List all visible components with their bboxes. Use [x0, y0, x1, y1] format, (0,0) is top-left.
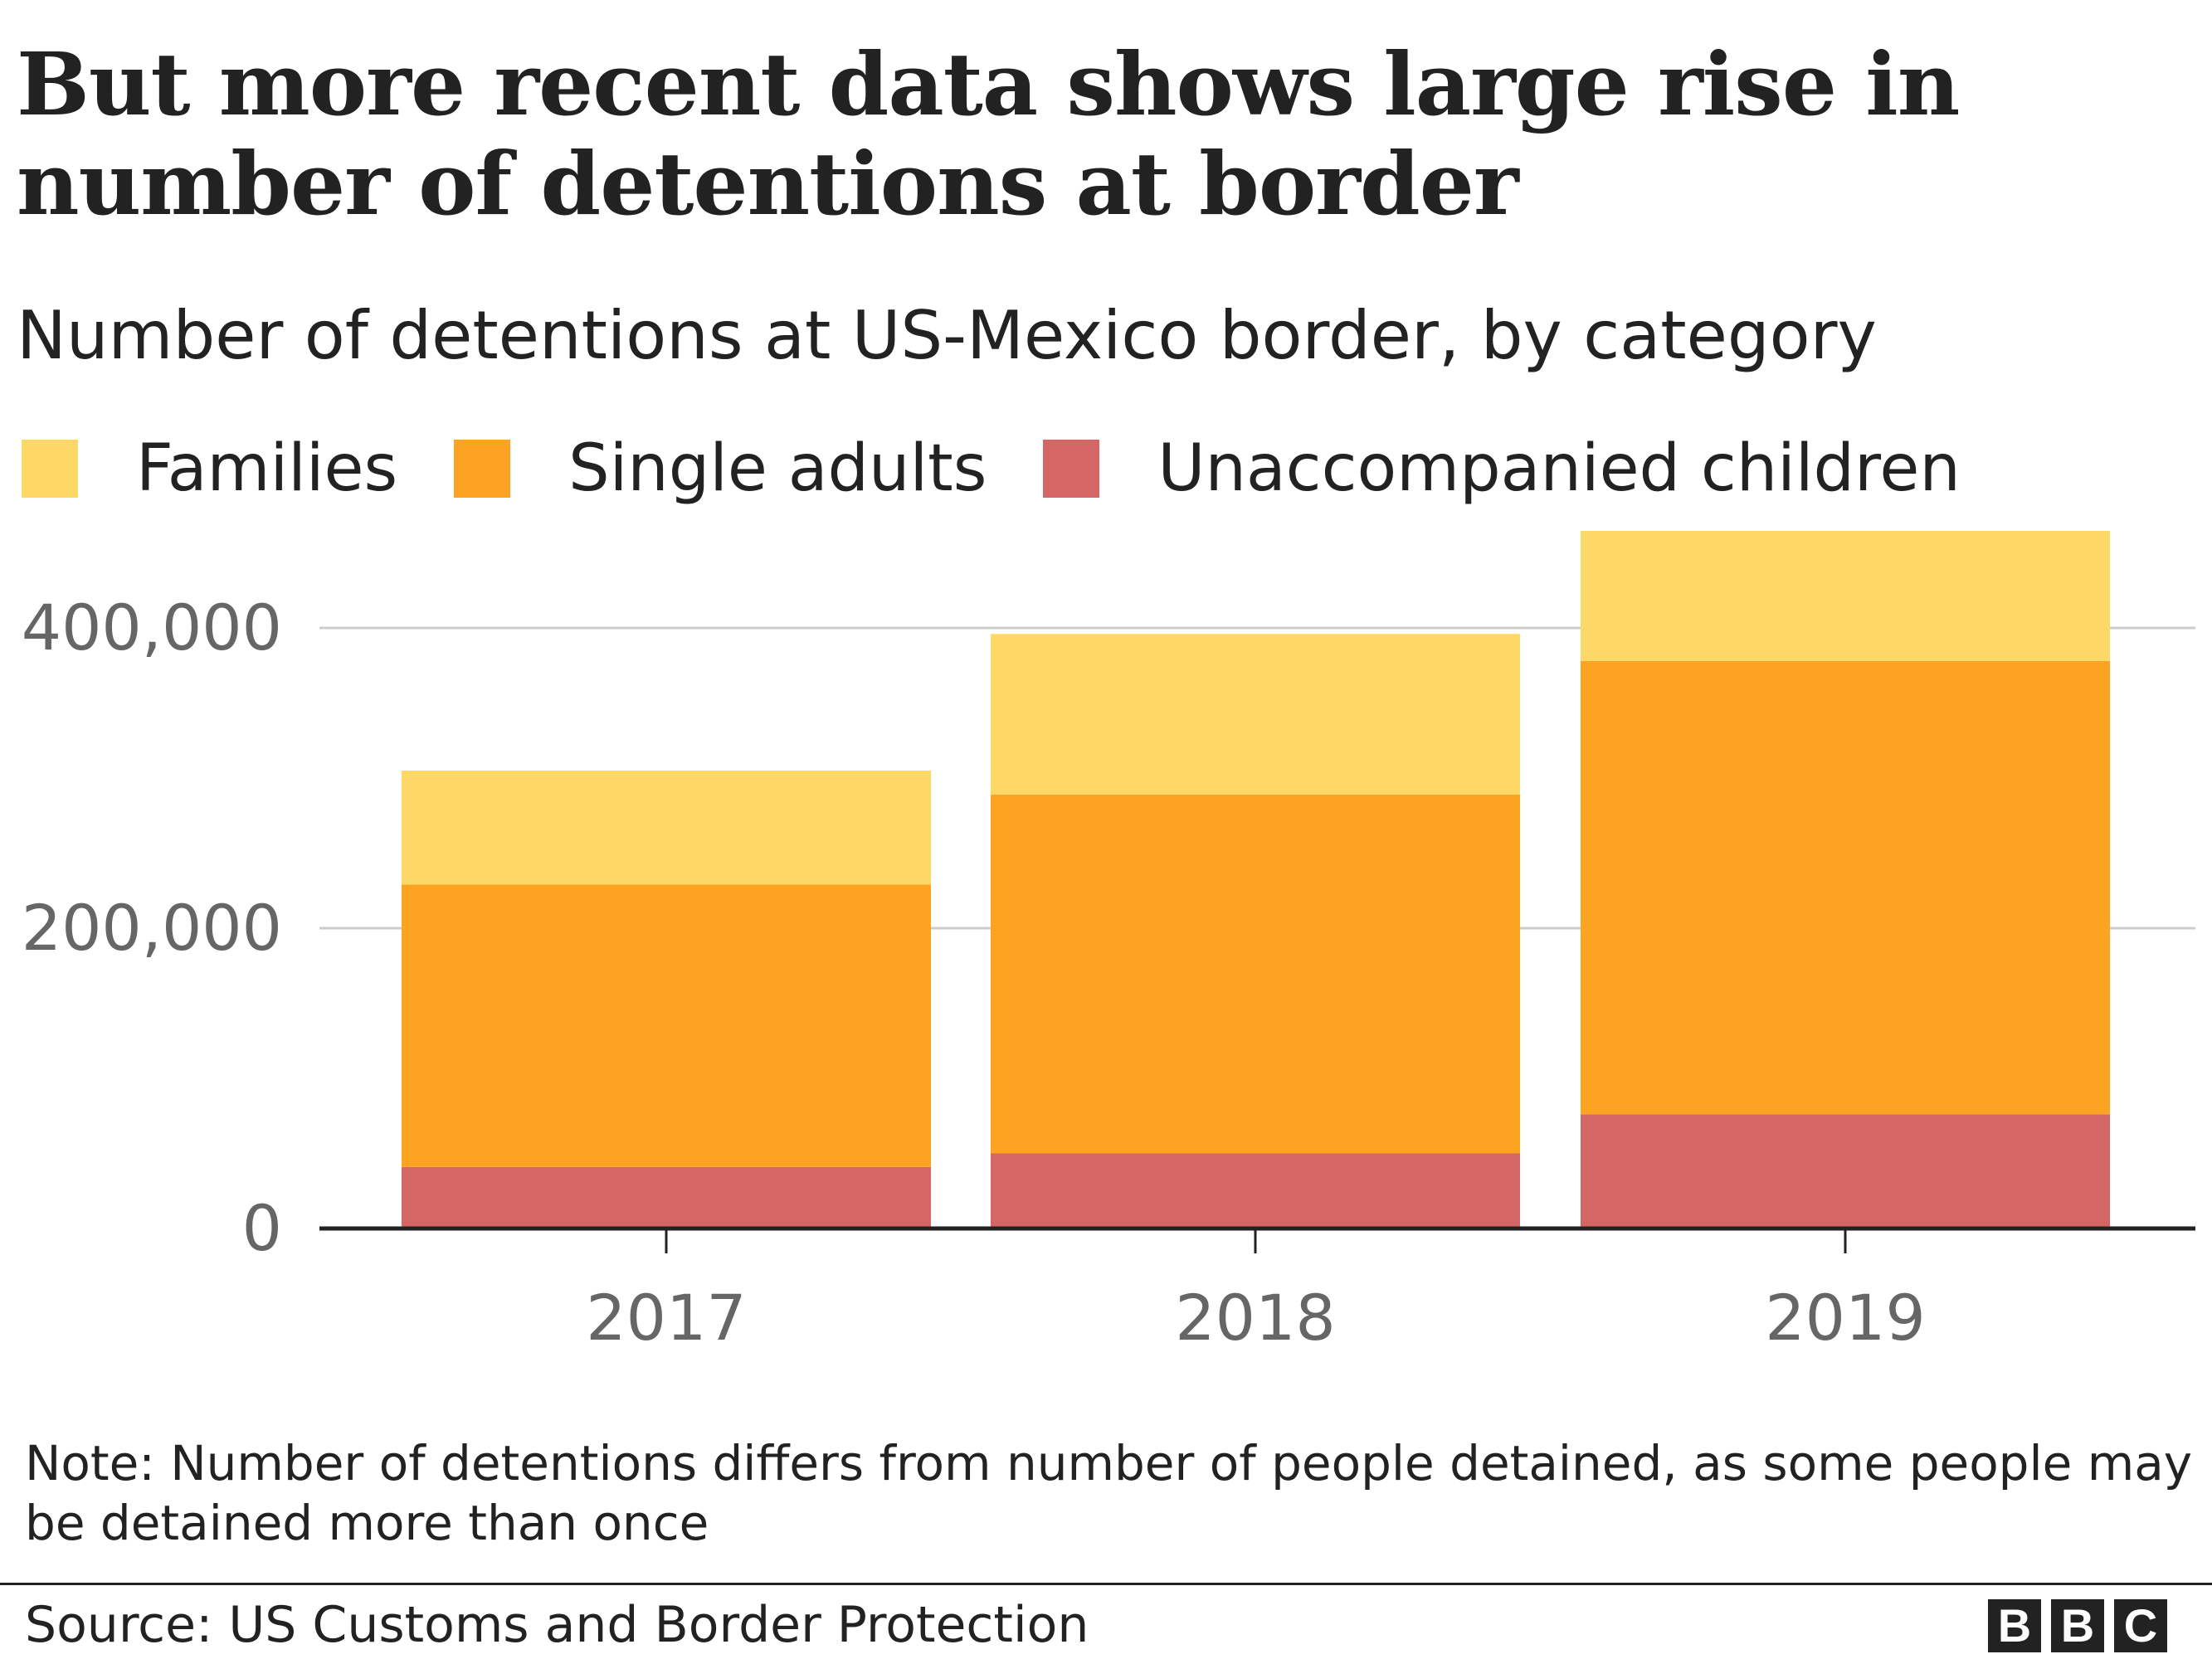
x-tick-label: 2018: [1175, 1281, 1335, 1355]
legend: Families Single adults Unaccompanied chi…: [22, 431, 2017, 506]
bar-segment-families: [991, 634, 1520, 795]
bar-segment-unaccompanied-children: [1581, 1114, 2110, 1228]
legend-label-families: Families: [136, 431, 398, 506]
source-credit: Source: US Customs and Border Protection: [25, 1596, 1089, 1654]
bar-segment-single-adults: [991, 794, 1520, 1154]
bar-segment-families: [402, 770, 931, 885]
bar-segment-unaccompanied-children: [991, 1153, 1520, 1228]
bar-segment-single-adults: [1581, 660, 2110, 1115]
legend-swatch-single-adults: [454, 440, 511, 498]
chart-subtitle: Number of detentions at US-Mexico border…: [17, 297, 1877, 374]
legend-item-unaccompanied-children: Unaccompanied children: [1043, 431, 1961, 506]
y-tick-label: 200,000: [22, 891, 282, 965]
bbc-logo-block: C: [2114, 1599, 2167, 1652]
legend-item-families: Families: [22, 431, 397, 506]
legend-item-single-adults: Single adults: [454, 431, 987, 506]
x-tick-label: 2017: [586, 1281, 746, 1355]
legend-swatch-families: [22, 440, 78, 498]
y-tick-label: 0: [242, 1191, 282, 1265]
bbc-logo-block: B: [2051, 1599, 2104, 1652]
stacked-bar-chart: 0200,000400,000600,000800,00020172018201…: [22, 531, 2195, 1355]
chart-title: But more recent data shows large rise in…: [17, 33, 1960, 235]
y-tick-label: 400,000: [22, 591, 282, 664]
bbc-logo: B B C: [1978, 1599, 2167, 1652]
bar-segment-unaccompanied-children: [402, 1166, 931, 1228]
bar-segment-single-adults: [402, 884, 931, 1167]
legend-swatch-unaccompanied-children: [1043, 440, 1100, 498]
footer-divider: [0, 1583, 2212, 1585]
legend-label-single-adults: Single adults: [568, 431, 987, 506]
legend-label-unaccompanied-children: Unaccompanied children: [1157, 431, 1961, 506]
x-tick-label: 2019: [1765, 1281, 1925, 1355]
chart-note: Note: Number of detentions differs from …: [25, 1435, 2193, 1551]
bbc-logo-block: B: [1988, 1599, 2041, 1652]
bar-segment-families: [1581, 531, 2110, 661]
